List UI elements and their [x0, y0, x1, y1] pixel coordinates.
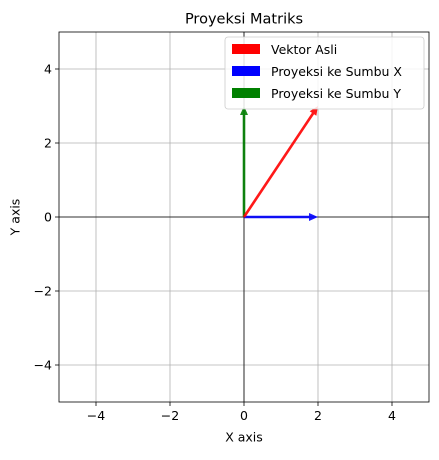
legend-swatch: [232, 66, 260, 76]
legend-swatch: [232, 88, 260, 98]
x-tick-label: −2: [161, 408, 179, 423]
y-axis-label: Y axis: [8, 199, 23, 237]
y-ticks: −4 −2 0 2 4: [34, 62, 59, 373]
vector-arrow-vektor-asli: [242, 106, 318, 218]
legend-entry-label: Vektor Asli: [271, 42, 337, 57]
x-tick-label: −4: [87, 408, 105, 423]
y-tick-label: −4: [34, 358, 52, 373]
legend-entry-label: Proyeksi ke Sumbu X: [271, 64, 402, 79]
legend-box: [224, 36, 425, 110]
legend-swatch: [232, 44, 260, 54]
y-tick-label: 4: [44, 62, 52, 77]
x-tick-label: 2: [314, 408, 322, 423]
x-axis-label: X axis: [225, 430, 263, 445]
vector-arrow-proyeksi-ke-sumbu-x: [244, 213, 318, 221]
y-tick-label: −2: [34, 284, 52, 299]
vector-arrow-proyeksi-ke-sumbu-y: [240, 106, 248, 217]
x-tick-label: 4: [388, 408, 396, 423]
y-tick-label: 0: [44, 210, 52, 225]
legend-entry-label: Proyeksi ke Sumbu Y: [271, 86, 401, 101]
x-tick-label: 0: [240, 408, 248, 423]
legend: Vektor Asli Proyeksi ke Sumbu X Proyeksi k…: [224, 36, 425, 110]
vector-arrows: [240, 106, 318, 221]
y-tick-label: 2: [44, 136, 52, 151]
x-ticks: −4 −2 0 2 4: [87, 402, 396, 423]
chart-title: Proyeksi Matriks: [185, 12, 303, 28]
